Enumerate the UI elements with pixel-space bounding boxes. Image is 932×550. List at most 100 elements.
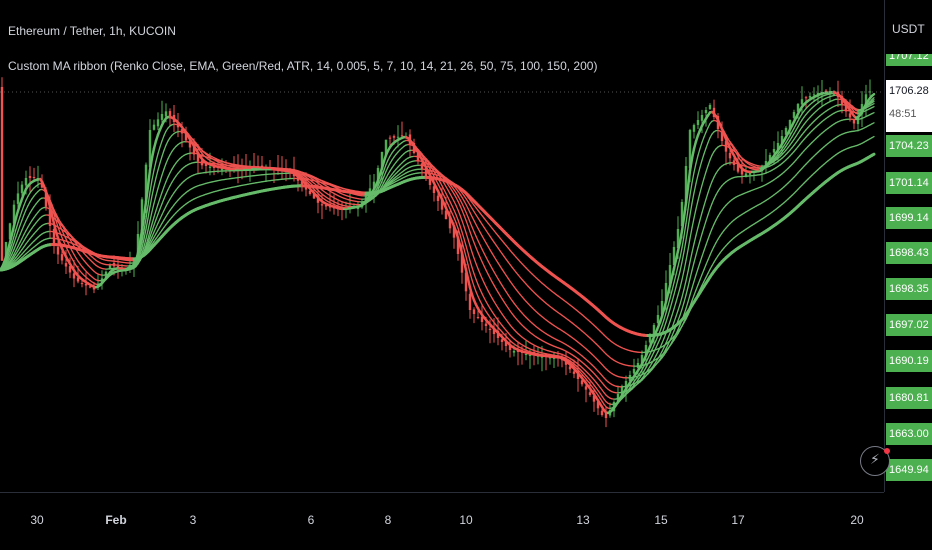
ma-ribbon-segment [709,202,713,210]
symbol-title[interactable]: Ethereum / Tether, 1h, KUCOIN [8,24,176,38]
ma-ribbon-segment [457,227,461,236]
ma-ribbon-segment [693,182,697,194]
ma-ribbon-segment [161,168,165,176]
ma-ribbon-segment [459,204,463,211]
ma-ribbon-segment [145,242,149,250]
current-price-value: 1706.28 [889,85,929,97]
candle-body [20,184,24,194]
candle-body [428,177,432,185]
ma-ribbon-segment [161,149,165,158]
ma-ribbon-segment [709,154,713,161]
ma-ribbon-segment [479,256,483,263]
ma-ribbon-segment [671,282,675,292]
ma-ribbon-segment [678,229,684,244]
ma-ribbon-segment [711,176,715,183]
ma-ribbon-segment [475,262,479,270]
ma-ribbon-segment [155,222,159,229]
ma-ribbon-segment [465,244,469,254]
ma-ribbon-segment [787,135,791,140]
ma-ribbon-segment [723,130,727,136]
ma-ribbon-segment [165,201,169,208]
ma-ribbon-segment [469,245,473,253]
ma-ribbon-segment [379,185,383,191]
ma-ribbon-segment [139,247,143,256]
ma-ribbon-segment [157,226,161,231]
ma-ribbon-segment [683,307,687,316]
ma-ribbon-segment [141,229,145,242]
ma-ribbon-segment [149,179,153,193]
ma-ribbon-segment [675,265,679,276]
candle-body [488,328,492,330]
candle-body [320,204,324,206]
candle-body [736,162,740,172]
ma-ribbon-segment [643,366,647,372]
ma-ribbon-segment [689,269,693,280]
ma-ribbon-segment [459,214,463,222]
ma-ribbon-segment [689,251,693,263]
ma-ribbon-segment [675,294,679,303]
ma-ribbon-segment [671,308,675,316]
ma-ribbon-segment [55,220,59,228]
ma-ribbon-segment [701,249,705,258]
candle-body [596,401,600,409]
candle-body [208,166,212,168]
ma-ribbon-segment [663,332,667,340]
ma-ribbon-segment [19,210,23,218]
time-tick-label: 17 [731,513,745,527]
candle-body [524,354,528,355]
ma-ribbon-segment [138,229,144,245]
ma-ribbon-segment [687,261,691,273]
ma-ribbon-segment [27,212,31,218]
price-chart[interactable] [0,0,884,492]
time-tick-label: 3 [189,513,197,527]
ma-ribbon-segment [645,363,649,369]
ma-ribbon-segment [15,245,19,252]
time-axis[interactable] [0,492,884,550]
ma-ribbon-segment [464,268,470,280]
ma-ribbon-segment [147,243,151,249]
currency-label[interactable]: USDT [892,22,925,36]
ma-ribbon-segment [667,297,671,307]
ma-ribbon-segment [686,169,692,189]
candle-body [24,178,28,186]
ma-ribbon-segment [53,209,57,215]
ma-ribbon-segment [699,284,703,291]
ma-ribbon-segment [161,219,165,224]
ma-ribbon-segment [477,295,481,302]
ma-ribbon-segment [159,155,163,164]
ma-ribbon-segment [143,228,147,240]
ma-ribbon-segment [679,279,683,289]
ma-ribbon-segment [165,158,169,165]
ma-ribbon-segment [460,251,466,263]
ma-ribbon-segment [653,354,657,360]
ma-ribbon-segment [445,192,449,199]
ma-ribbon-segment [705,142,709,149]
ma-ribbon-segment [73,253,77,259]
ma-ribbon-segment [691,171,695,184]
ma-ribbon-segment [731,145,735,150]
ma-ribbon-segment [55,213,59,219]
ma-ribbon-segment [23,220,27,226]
ma-ribbon-segment [451,212,455,219]
ma-ribbon-segment [699,212,703,221]
ma-ribbon-segment [449,193,453,199]
indicator-legend[interactable]: Custom MA ribbon (Renko Close, EMA, Gree… [8,59,598,73]
notification-dot [884,448,890,454]
ma-ribbon-segment [455,221,459,229]
ma-ribbon-segment [677,329,681,335]
ma-ribbon-segment [701,226,705,235]
ma-ribbon-segment [483,238,487,244]
candle-body [680,202,684,227]
ma-ribbon-segment [463,248,467,258]
ma-ribbon-segment [713,242,717,248]
ma-ribbon-segment [477,239,481,246]
ma-ribbon-segment [483,265,487,271]
candle-body [312,192,316,199]
ma-ribbon-segment [443,195,447,201]
alert-bolt-button[interactable]: ⚡ [860,446,890,476]
candle-body [460,253,464,273]
candle-body [184,132,188,141]
ma-ribbon-segment [149,230,153,238]
ma-ribbon-segment [485,300,489,306]
ma-ribbon-segment [483,252,487,258]
